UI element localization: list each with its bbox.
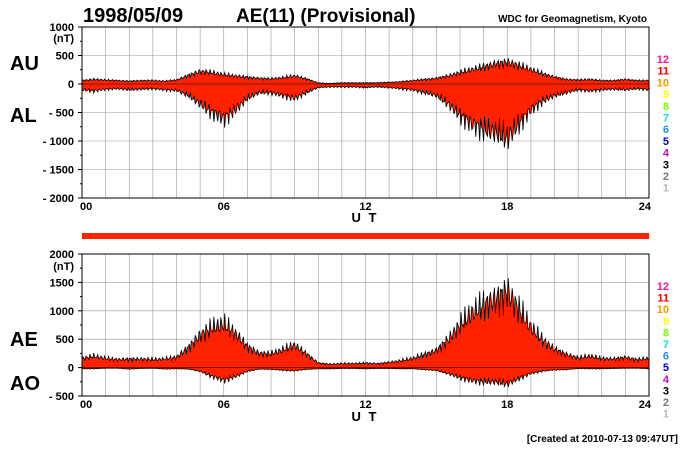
x-tick-label: 06 [218,399,230,411]
y-tick-label: - 1500 [43,165,74,177]
au-al-units-label: (nT) [53,33,74,45]
date-title: 1998/05/09 [83,5,183,27]
source-label: WDC for Geomagnetism, Kyoto [498,14,647,25]
x-tick-label: 12 [359,201,371,213]
station-legend-item: 6 [663,124,669,136]
y-tick-label: 0 [68,363,74,375]
station-legend-item: 7 [663,339,669,351]
y-tick-label: 1000 [50,306,74,318]
x-tick-label: 00 [80,201,92,213]
separator-bar [82,233,649,239]
station-legend-item: 1 [663,409,669,421]
station-legend-item: 12 [657,54,669,66]
ae-ao-grid [82,254,649,396]
index-title: AE(11) (Provisional) [236,6,416,27]
au-al-area [81,58,650,150]
created-timestamp: [Created at 2010-07-13 09:47UT] [527,434,678,445]
station-legend-item: 8 [663,327,669,339]
station-legend-item: 5 [663,136,669,148]
au-al-grid [82,27,649,198]
x-tick-label: 24 [639,201,652,213]
x-tick-label: 00 [80,399,92,411]
series-line-al [81,85,650,150]
station-legend-item: 3 [663,159,669,171]
x-tick-label: 12 [359,399,371,411]
y-tick-label: 1500 [50,277,74,289]
ae-ao-x-ticks: 00 06 12 18 24 [80,399,652,411]
y-tick-label: 0 [68,79,74,91]
y-tick-label: - 500 [49,391,74,403]
station-legend-item: 11 [657,293,669,305]
station-legend-item: 5 [663,362,669,374]
area-fill [82,278,649,387]
series-line-ao [81,367,650,388]
ae-ao-units-label: (nT) [53,261,74,273]
station-legend-item: 3 [663,385,669,397]
ae-ao-area [81,278,650,388]
station-legend-item: 9 [663,89,669,101]
station-legend-item: 4 [663,148,670,160]
au-label: AU [10,53,39,75]
x-tick-label: 24 [639,399,652,411]
al-label: AL [10,105,37,127]
station-legend-item: 10 [657,304,669,316]
au-al-x-ticks: 00 06 12 18 24 [80,201,652,213]
ae-ao-y-ticks: 2000 1500 1000 500 0 - 500 [49,249,82,403]
au-al-x-axis-label: U T [352,210,379,225]
y-tick-label: 500 [56,51,74,63]
y-tick-label: - 500 [49,108,74,120]
station-legend-item: 1 [663,183,669,195]
y-tick-label: 2000 [50,249,74,261]
y-tick-label: 500 [56,334,74,346]
series-line-au [81,58,650,84]
station-legend-item: 10 [657,77,669,89]
y-tick-label: - 1000 [43,136,74,148]
station-legend-item: 2 [663,397,669,409]
x-tick-label: 18 [501,201,513,213]
y-tick-label: - 2000 [43,193,74,205]
station-legend-item: 9 [663,316,669,328]
station-legend-item: 11 [657,66,669,78]
area-fill [82,58,649,150]
ae-label: AE [10,329,38,351]
x-tick-label: 06 [218,201,230,213]
station-legend-item: 12 [657,281,669,293]
station-legend-item: 6 [663,351,669,363]
station-legend-item: 7 [663,113,669,125]
y-tick-label: 1000 [50,22,74,34]
station-legend-item: 2 [663,171,669,183]
station-legend-item: 8 [663,101,669,113]
ao-label: AO [10,373,40,395]
station-legend-item: 4 [663,374,670,386]
series-line-ae [81,278,650,366]
au-al-y-ticks: 1000 500 0 - 500 - 1000 - 1500 - 2000 [43,22,82,205]
ae-ao-x-axis-label: U T [352,409,379,424]
x-tick-label: 18 [501,399,513,411]
